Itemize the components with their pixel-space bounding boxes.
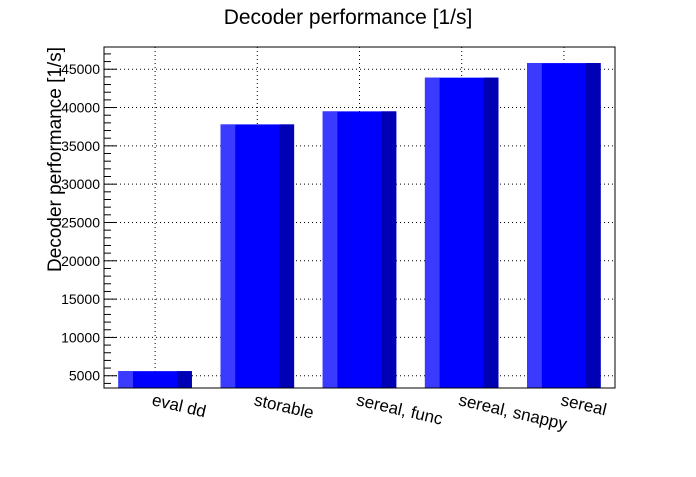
y-tick-label: 35000: [61, 138, 100, 154]
y-axis-title: Decoder performance [1/s]: [45, 47, 66, 272]
chart-title: Decoder performance [1/s]: [224, 6, 473, 29]
bar-shadow: [279, 124, 295, 388]
bar-highlight: [220, 124, 236, 388]
bar-highlight: [527, 63, 542, 389]
bar: [527, 63, 601, 389]
y-tick-label: 45000: [61, 61, 100, 77]
bar: [220, 124, 295, 388]
bar: [424, 77, 499, 389]
bar-highlight: [322, 111, 338, 389]
bar-shadow: [381, 111, 397, 389]
y-tick-label: 10000: [61, 329, 100, 345]
bar-highlight: [424, 77, 440, 389]
bar: [118, 371, 192, 388]
bar-body: [118, 371, 192, 388]
plot-frame: [103, 46, 616, 389]
bar: [322, 111, 397, 389]
bar-highlight: [118, 371, 134, 388]
y-tick-label: 30000: [61, 176, 100, 192]
bar-shadow: [585, 63, 601, 389]
bar-shadow: [483, 77, 499, 389]
bars: [118, 63, 601, 389]
y-tick-label: 25000: [61, 214, 100, 230]
bar-shadow: [177, 371, 192, 388]
y-axis: 5000 10000 15000 20000 25000 30000 35000 40000 4…: [61, 53, 117, 384]
y-tick-label: 40000: [61, 100, 100, 116]
y-tick-label: 5000: [69, 368, 100, 384]
y-tick-label: 20000: [61, 253, 100, 269]
y-tick-label: 15000: [61, 291, 100, 307]
